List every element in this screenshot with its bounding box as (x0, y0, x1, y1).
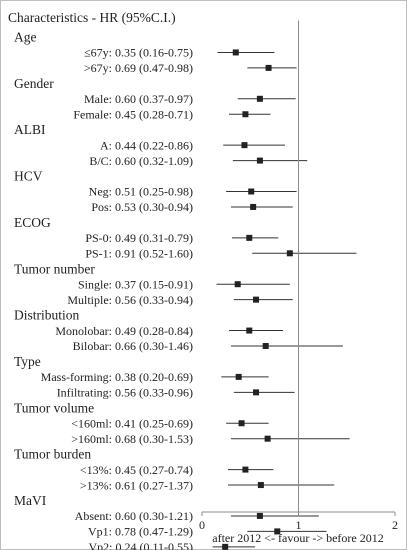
group-label: Age (14, 30, 37, 45)
hr-marker (250, 203, 257, 210)
hr-marker (242, 111, 249, 118)
x-tick-label: 0 (199, 518, 205, 532)
hr-marker (246, 234, 253, 241)
x-tick-label: 2 (392, 518, 398, 532)
hr-marker (265, 64, 272, 71)
row-label: Mass-forming: 0.38 (0.20-0.69) (41, 370, 193, 384)
hr-marker (248, 188, 255, 195)
hr-marker (286, 250, 293, 257)
hr-marker (262, 343, 269, 349)
row-label: Female: 0.45 (0.28-0.71) (73, 107, 193, 121)
row-label: >13%: 0.61 (0.27-1.37) (80, 478, 193, 492)
hr-marker (238, 420, 245, 427)
row-label: Multiple: 0.56 (0.33-0.94) (67, 293, 193, 307)
hr-marker (246, 327, 253, 334)
hr-marker (242, 466, 249, 473)
row-label: Pos: 0.53 (0.30-0.94) (91, 200, 193, 214)
hr-marker (256, 512, 263, 519)
row-label: Monolobar: 0.49 (0.28-0.84) (55, 324, 193, 338)
group-label: Type (14, 354, 41, 369)
group-label: ECOG (14, 215, 51, 230)
row-label: Male: 0.60 (0.37-0.97) (84, 92, 193, 106)
row-label: A: 0.44 (0.22-0.86) (100, 138, 193, 152)
group-label: HCV (14, 169, 43, 184)
row-label: <160ml: 0.41 (0.25-0.69) (71, 416, 193, 430)
forest-rows: Age ≤67y: 0.35 (0.16-0.75)>67y: 0.69 (0.4… (14, 30, 357, 550)
group-label: Gender (14, 76, 54, 91)
row-label: Single: 0.37 (0.15-0.91) (78, 277, 193, 291)
x-axis-ticks: 0 1 2 (199, 512, 398, 532)
row-label: Vp2: 0.24 (0.11-0.55) (88, 540, 193, 550)
row-label: >67y: 0.69 (0.47-0.98) (84, 61, 193, 75)
group-label: ALBI (14, 122, 46, 137)
row-label: >160ml: 0.68 (0.30-1.53) (71, 432, 193, 446)
row-label: <13%: 0.45 (0.27-0.74) (80, 463, 193, 477)
hr-marker (257, 482, 264, 489)
hr-marker (241, 142, 248, 149)
hr-marker (274, 528, 281, 535)
hr-marker (222, 543, 229, 550)
x-tick-label: 1 (296, 518, 302, 532)
hr-marker (253, 296, 260, 303)
group-label: MaVI (14, 493, 47, 508)
row-label: Absent: 0.60 (0.30-1.21) (75, 509, 193, 523)
hr-marker (256, 95, 263, 102)
hr-marker (234, 281, 241, 288)
group-label: Tumor volume (14, 400, 94, 415)
row-label: PS-1: 0.91 (0.52-1.60) (85, 247, 193, 261)
row-label: Vp1: 0.78 (0.47-1.29) (88, 525, 193, 539)
row-label: B/C: 0.60 (0.32-1.09) (89, 154, 193, 168)
row-label: PS-0: 0.49 (0.31-0.79) (85, 231, 193, 245)
hr-marker (264, 435, 271, 442)
hr-marker (232, 49, 239, 56)
group-label: Distribution (14, 308, 80, 323)
x-axis-label: after 2012 <- favour -> before 2012 (212, 531, 383, 545)
row-label: ≤67y: 0.35 (0.16-0.75) (84, 46, 193, 60)
group-label: Tumor burden (14, 447, 91, 462)
hr-marker (235, 373, 242, 380)
row-label: Neg: 0.51 (0.25-0.98) (89, 185, 193, 199)
hr-marker (256, 157, 263, 164)
hr-marker (253, 389, 260, 396)
group-label: Tumor number (14, 261, 95, 276)
row-label: Bilobar: 0.66 (0.30-1.46) (73, 339, 193, 353)
row-label: Infiltrating: 0.56 (0.33-0.96) (57, 386, 193, 400)
chart-header: Characteristics - HR (95%C.I.) (8, 10, 176, 25)
